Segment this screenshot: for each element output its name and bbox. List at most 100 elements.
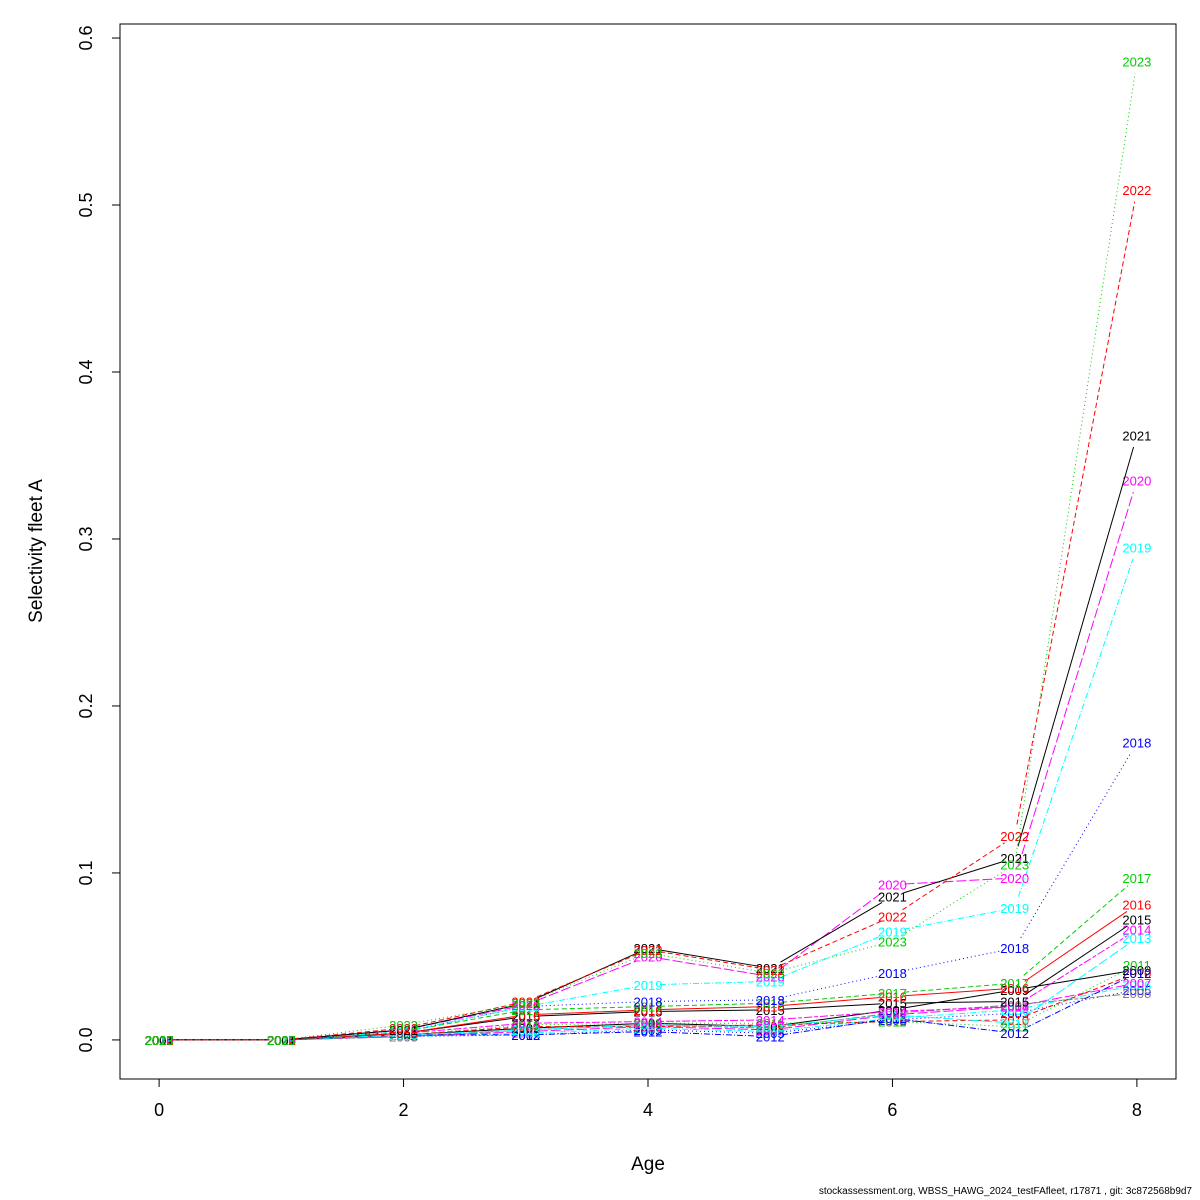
point-label: 2023 <box>145 1033 174 1048</box>
series-line-segment <box>537 1024 637 1030</box>
point-label: 2016 <box>1122 898 1151 913</box>
point-label: 2013 <box>634 1018 663 1033</box>
series-line-segment <box>1024 935 1127 1001</box>
series-line-segment <box>903 861 1004 894</box>
series-2020: 2020 2020 2020 2020 2020 2020 2020 2020 2020 <box>145 474 1152 1048</box>
point-label: 2018 <box>389 1025 418 1040</box>
x-tick-label: 6 <box>887 1100 897 1120</box>
y-tick-label: 0.3 <box>76 526 96 551</box>
point-label: 2018 <box>267 1033 296 1048</box>
series-line-segment <box>659 1009 759 1012</box>
series-line-segment <box>659 954 759 972</box>
series-line-segment <box>415 1008 515 1030</box>
point-label: 2010 <box>878 1015 907 1030</box>
point-label: 2007 <box>756 1023 785 1038</box>
point-label: 2014 <box>389 1026 418 1041</box>
series-line-segment <box>904 909 1003 930</box>
point-label: 2012 <box>1000 1026 1029 1041</box>
point-label: 2008 <box>756 1021 785 1036</box>
series-line-segment <box>1024 911 1128 982</box>
series-line-segment <box>780 901 883 963</box>
series-line-segment <box>904 1013 1003 1020</box>
point-label: 2021 <box>511 996 540 1011</box>
point-label: 2018 <box>756 993 785 1008</box>
point-label: 2010 <box>511 1020 540 1035</box>
point-label: 2016 <box>878 990 907 1005</box>
point-label: 2016 <box>145 1033 174 1048</box>
point-label: 2017 <box>878 986 907 1001</box>
series-line-segment <box>1018 558 1134 897</box>
point-label: 2009 <box>389 1028 418 1043</box>
series-line-segment <box>781 975 881 998</box>
point-label: 2006 <box>389 1030 418 1045</box>
series-line-segment <box>1016 201 1136 825</box>
series-line-segment <box>1026 971 1126 989</box>
series-line-segment <box>659 1019 759 1022</box>
point-label: 2007 <box>145 1033 174 1048</box>
point-label: 2020 <box>267 1033 296 1048</box>
series-2012: 2012 2012 2012 2012 2012 2012 2012 2012 2012 <box>145 966 1152 1048</box>
point-label: 2010 <box>1000 1013 1029 1028</box>
series-line-segment <box>904 988 1003 997</box>
point-label: 2018 <box>634 995 663 1010</box>
series-2016: 2016 2016 2016 2016 2016 2016 2016 2016 2016 <box>145 898 1152 1048</box>
series-line-segment <box>659 1024 759 1027</box>
point-label: 2021 <box>145 1033 174 1048</box>
series-line-segment <box>904 1019 1003 1022</box>
point-label: 2017 <box>511 1003 540 1018</box>
point-label: 2012 <box>511 1028 540 1043</box>
x-axis-title: Age <box>631 1154 665 1175</box>
point-label: 2006 <box>1000 1003 1029 1018</box>
series-line-segment <box>782 1020 881 1033</box>
series-line-segment <box>902 870 1005 936</box>
y-tick-label: 0.6 <box>76 26 96 51</box>
point-label: 2020 <box>389 1023 418 1038</box>
series-line-segment <box>1024 944 1128 1017</box>
point-label: 2018 <box>511 1000 540 1015</box>
series-line-segment <box>904 1001 1003 1004</box>
series-line-segment <box>659 1006 759 1011</box>
y-tick-label: 0.0 <box>76 1027 96 1052</box>
series-line-segment <box>537 1011 637 1017</box>
point-label: 2013 <box>878 1008 907 1023</box>
point-label: 2021 <box>1000 851 1029 866</box>
series-line-segment <box>293 1028 392 1040</box>
series-line-segment <box>537 1021 637 1024</box>
point-label: 2005 <box>634 1023 663 1038</box>
point-label: 2006 <box>267 1033 296 1048</box>
point-label: 2019 <box>389 1025 418 1040</box>
point-label: 2017 <box>634 1000 663 1015</box>
series-line-segment <box>781 920 882 966</box>
y-tick-label: 0.4 <box>76 359 96 384</box>
point-label: 2022 <box>634 943 663 958</box>
series-line-segment <box>536 953 638 998</box>
point-label: 2023 <box>756 966 785 981</box>
point-label: 2012 <box>389 1028 418 1043</box>
point-label: 2014 <box>878 1005 907 1020</box>
point-label: 2009 <box>511 1021 540 1036</box>
point-label: 2015 <box>267 1033 296 1048</box>
point-label: 2016 <box>389 1026 418 1041</box>
point-label: 2005 <box>511 1028 540 1043</box>
point-label: 2014 <box>511 1016 540 1031</box>
series-line-segment <box>659 1031 759 1037</box>
point-label: 2012 <box>145 1033 174 1048</box>
series-line-segment <box>1023 885 1129 976</box>
point-label: 2010 <box>145 1033 174 1048</box>
point-label: 2011 <box>1123 958 1151 973</box>
point-label: 2019 <box>756 974 785 989</box>
point-label: 2010 <box>634 1020 663 1035</box>
point-label: 2006 <box>1122 978 1151 993</box>
series-line-segment <box>904 1021 1003 1027</box>
series-2023: 2023 2023 2023 2023 2023 2023 2023 2023 2023 <box>145 54 1152 1048</box>
point-label: 2010 <box>756 1018 785 1033</box>
y-tick-label: 0.1 <box>76 860 96 885</box>
series-line-segment <box>1026 993 1125 1005</box>
series-line-segment <box>1025 977 1127 1029</box>
series-line-segment <box>659 1003 759 1007</box>
point-label: 2017 <box>1122 871 1151 886</box>
series-line-segment <box>904 991 1003 1009</box>
point-label: 2017 <box>389 1025 418 1040</box>
point-label: 2011 <box>145 1033 173 1048</box>
point-label: 2023 <box>878 934 907 949</box>
